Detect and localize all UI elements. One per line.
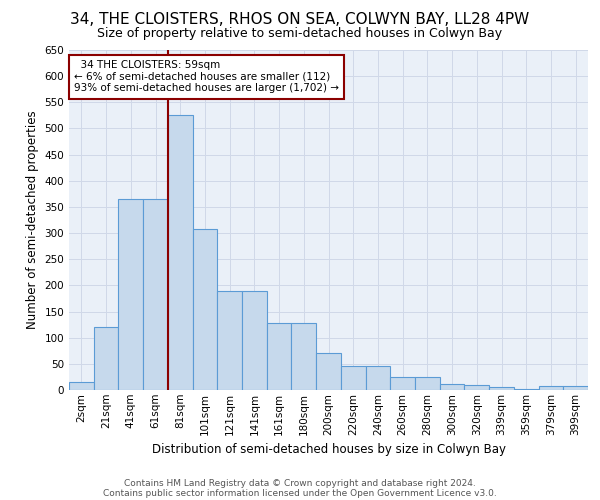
Bar bbox=[341, 366, 365, 390]
Bar bbox=[193, 229, 217, 390]
Bar bbox=[390, 377, 415, 390]
Bar bbox=[563, 386, 588, 390]
Text: Size of property relative to semi-detached houses in Colwyn Bay: Size of property relative to semi-detach… bbox=[97, 28, 503, 40]
Bar bbox=[539, 386, 563, 390]
Bar bbox=[242, 290, 267, 390]
Text: Contains HM Land Registry data © Crown copyright and database right 2024.: Contains HM Land Registry data © Crown c… bbox=[124, 478, 476, 488]
Bar bbox=[316, 354, 341, 390]
Text: 34, THE CLOISTERS, RHOS ON SEA, COLWYN BAY, LL28 4PW: 34, THE CLOISTERS, RHOS ON SEA, COLWYN B… bbox=[70, 12, 530, 28]
Bar bbox=[464, 385, 489, 390]
Bar bbox=[489, 388, 514, 390]
Bar bbox=[514, 389, 539, 390]
Bar bbox=[440, 384, 464, 390]
Bar bbox=[118, 199, 143, 390]
Y-axis label: Number of semi-detached properties: Number of semi-detached properties bbox=[26, 110, 39, 330]
Bar bbox=[415, 377, 440, 390]
Bar bbox=[168, 116, 193, 390]
Bar bbox=[217, 290, 242, 390]
Bar bbox=[267, 323, 292, 390]
Bar bbox=[365, 366, 390, 390]
Bar bbox=[143, 199, 168, 390]
Bar bbox=[94, 327, 118, 390]
Bar bbox=[292, 323, 316, 390]
Text: 34 THE CLOISTERS: 59sqm
← 6% of semi-detached houses are smaller (112)
93% of se: 34 THE CLOISTERS: 59sqm ← 6% of semi-det… bbox=[74, 60, 339, 94]
Bar bbox=[69, 382, 94, 390]
X-axis label: Distribution of semi-detached houses by size in Colwyn Bay: Distribution of semi-detached houses by … bbox=[151, 443, 505, 456]
Text: Contains public sector information licensed under the Open Government Licence v3: Contains public sector information licen… bbox=[103, 488, 497, 498]
